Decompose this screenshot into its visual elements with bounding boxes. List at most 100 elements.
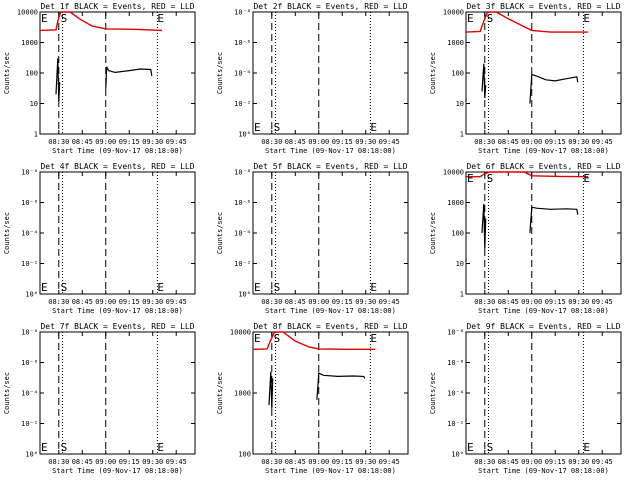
x-axis-label: Start Time (09-Nov-17 08:18:00) — [478, 467, 609, 475]
x-tick-label: 09:45 — [379, 298, 400, 306]
x-tick-label: 09:00 — [308, 138, 329, 146]
x-tick-label: 09:45 — [166, 298, 187, 306]
y-tick-label: 1 — [34, 131, 38, 139]
marker-s: S — [61, 12, 68, 25]
x-tick-label: 09:00 — [521, 138, 542, 146]
x-tick-label: 09:30 — [355, 458, 376, 466]
x-tick-label: 09:15 — [119, 298, 140, 306]
y-tick-label: 10⁻⁴ — [21, 230, 38, 238]
chart-det-2: Det 2f BLACK = Events, RED = LLD 10⁰ 10⁻² 1… — [216, 2, 409, 155]
series-events-line — [55, 58, 61, 102]
series-lld-line — [465, 11, 589, 33]
x-axis-label: Start Time (09-Nov-17 08:18:00) — [265, 147, 396, 155]
plot-frame — [252, 11, 409, 135]
x-tick-label: 09:30 — [355, 138, 376, 146]
y-tick-label: 10⁰ — [25, 291, 38, 299]
marker-e1: E — [467, 12, 474, 25]
x-tick-label: 09:30 — [568, 298, 589, 306]
marker-e1: E — [254, 281, 261, 294]
x-tick-label: 09:45 — [592, 458, 613, 466]
x-tick-label: 09:00 — [308, 298, 329, 306]
chart-det-9: Det 9f BLACK = Events, RED = LLD 10⁰ 10⁻² 1… — [429, 322, 622, 475]
x-tick-label: 09:00 — [95, 458, 116, 466]
chart-title: Det 3f BLACK = Events, RED = LLD — [466, 2, 620, 11]
chart-det-7: Det 7f BLACK = Events, RED = LLD 10⁰ 10⁻² 1… — [3, 322, 196, 475]
marker-e1: E — [41, 281, 48, 294]
x-tick-label: 09:15 — [332, 458, 353, 466]
marker-e2: E — [370, 121, 377, 134]
y-tick-label: 10⁰ — [238, 291, 251, 299]
chart-det-1: Det 1f BLACK = Events, RED = LLD 1 10 100 10… — [3, 2, 196, 155]
y-tick-label: 100 — [451, 230, 464, 238]
y-axis-label: Counts/sec — [429, 372, 437, 414]
y-tick-label: 100 — [451, 70, 464, 78]
marker-e2: E — [157, 441, 164, 454]
y-tick-label: 10000 — [443, 9, 464, 17]
y-axis-label: Counts/sec — [429, 212, 437, 254]
x-tick-label: 09:30 — [568, 138, 589, 146]
x-tick-label: 08:30 — [48, 138, 69, 146]
x-tick-label: 08:45 — [498, 138, 519, 146]
x-tick-label: 08:45 — [72, 458, 93, 466]
x-tick-label: 09:45 — [592, 138, 613, 146]
y-tick-label: 10⁰ — [25, 451, 38, 459]
y-tick-label: 1 — [460, 131, 464, 139]
y-tick-label: 10⁻² — [21, 420, 38, 428]
series-events-line — [316, 372, 366, 400]
chart-det-3: Det 3f BLACK = Events, RED = LLD 1 10 100 10… — [429, 2, 622, 155]
marker-e1: E — [467, 172, 474, 185]
y-tick-label: 10⁻² — [234, 260, 251, 268]
series-events-line — [268, 371, 274, 409]
x-tick-label: 09:00 — [521, 298, 542, 306]
y-tick-label: 10⁻⁶ — [21, 359, 38, 367]
y-tick-label: 10⁻⁸ — [234, 169, 251, 177]
y-tick-label: 100 — [25, 70, 38, 78]
chart-det-8: Det 8f BLACK = Events, RED = LLD 100 1000 1… — [216, 322, 409, 475]
x-axis-label: Start Time (09-Nov-17 08:18:00) — [52, 147, 183, 155]
y-tick-label: 10⁻⁸ — [21, 329, 38, 337]
y-tick-label: 10⁻⁸ — [447, 329, 464, 337]
y-tick-label: 10⁻⁶ — [234, 199, 251, 207]
y-axis-label: Counts/sec — [216, 372, 224, 414]
x-axis-label: Start Time (09-Nov-17 08:18:00) — [265, 307, 396, 315]
x-tick-label: 09:00 — [308, 458, 329, 466]
y-tick-label: 10⁻⁴ — [234, 230, 251, 238]
marker-e1: E — [41, 441, 48, 454]
y-axis-label: Counts/sec — [3, 372, 11, 414]
marker-s: S — [61, 281, 68, 294]
y-tick-label: 1000 — [21, 39, 38, 47]
series-events-line — [481, 203, 487, 249]
series-lld-line — [39, 11, 163, 32]
y-tick-label: 10⁻² — [21, 260, 38, 268]
y-axis-label: Counts/sec — [3, 52, 11, 94]
marker-s: S — [61, 441, 68, 454]
y-tick-label: 100 — [238, 451, 251, 459]
marker-s: S — [274, 281, 281, 294]
y-tick-label: 10⁻² — [234, 100, 251, 108]
y-tick-label: 10⁻⁴ — [447, 390, 464, 398]
y-tick-label: 10 — [456, 100, 464, 108]
x-tick-label: 08:45 — [72, 298, 93, 306]
x-tick-label: 08:45 — [285, 138, 306, 146]
y-tick-label: 10⁻⁶ — [234, 39, 251, 47]
marker-s: S — [487, 12, 494, 25]
chart-title: Det 7f BLACK = Events, RED = LLD — [40, 322, 194, 331]
series-events-line — [105, 66, 153, 89]
marker-e1: E — [467, 441, 474, 454]
marker-e2: E — [157, 12, 164, 25]
marker-e2: E — [583, 441, 590, 454]
x-axis-label: Start Time (09-Nov-17 08:18:00) — [265, 467, 396, 475]
marker-e2: E — [157, 281, 164, 294]
x-tick-label: 08:45 — [498, 458, 519, 466]
plot-frame — [465, 331, 622, 455]
x-axis-label: Start Time (09-Nov-17 08:18:00) — [478, 307, 609, 315]
chart-det-4: Det 4f BLACK = Events, RED = LLD 10⁰ 10⁻² 1… — [3, 162, 196, 315]
x-tick-label: 09:15 — [545, 298, 566, 306]
chart-title: Det 4f BLACK = Events, RED = LLD — [40, 162, 194, 171]
x-tick-label: 09:15 — [119, 138, 140, 146]
chart-title: Det 8f BLACK = Events, RED = LLD — [253, 322, 407, 331]
y-tick-label: 10⁻⁶ — [447, 359, 464, 367]
x-tick-label: 08:45 — [498, 298, 519, 306]
y-tick-label: 10 — [456, 260, 464, 268]
